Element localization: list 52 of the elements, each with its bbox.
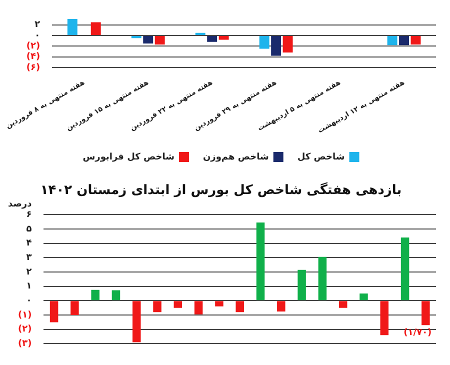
bar [218, 36, 229, 40]
bar [259, 36, 270, 49]
bar [207, 36, 218, 42]
chart-title: بازدهی هفتگی شاخص کل بورس از ابتدای زمستان ۱۴۰۲ [40, 182, 402, 198]
y-tick-label: ۳ [26, 252, 32, 263]
bar [271, 36, 282, 56]
y-tick-label: ۰ [26, 296, 32, 306]
bar [410, 36, 421, 45]
y-tick-label: ۲ [34, 20, 41, 30]
bar [91, 290, 100, 300]
bar [399, 36, 409, 46]
y-tick-label: (۳) [18, 339, 32, 350]
bar [50, 301, 58, 322]
bar [282, 36, 293, 53]
legend-label: شاخص کل [297, 152, 345, 162]
bar [215, 301, 224, 306]
bar [318, 256, 327, 300]
y-tick-label: (۶) [26, 62, 40, 73]
bar [338, 301, 348, 308]
bar [112, 290, 120, 300]
bar [298, 270, 306, 300]
bar [360, 294, 368, 300]
legend-label: شاخص کل فرابورس [82, 152, 175, 162]
y-tick-label: ۱ [26, 282, 32, 292]
y-tick-label: ۶ [26, 210, 32, 220]
y-tick-label: (۱) [18, 310, 32, 320]
bar [422, 301, 430, 326]
bar [380, 301, 389, 336]
legend-label: شاخص هم‌وزن [202, 152, 269, 162]
data-label: (۱/۷۰) [404, 328, 432, 338]
bar [194, 301, 203, 314]
bar [143, 36, 154, 44]
bar [90, 22, 101, 35]
y-tick-label: ۵ [26, 224, 32, 234]
bar [256, 222, 265, 300]
bar [387, 36, 398, 46]
y-tick-label: (۴) [26, 52, 40, 62]
y-tick-label: ۴ [26, 238, 32, 249]
y-tick-label: ۲ [26, 267, 32, 278]
y-tick-label: ۰ [34, 30, 40, 41]
bar [153, 301, 162, 312]
y-tick-label: (۲) [26, 41, 40, 52]
bar [236, 301, 244, 312]
bar [132, 301, 141, 342]
bar [67, 18, 78, 35]
y-tick-label: (۲) [18, 324, 32, 335]
bar [277, 301, 286, 312]
bar [154, 36, 165, 45]
bar [400, 238, 410, 300]
bar [174, 301, 182, 308]
bar [70, 301, 79, 316]
y-axis-title: درصد [8, 199, 32, 210]
